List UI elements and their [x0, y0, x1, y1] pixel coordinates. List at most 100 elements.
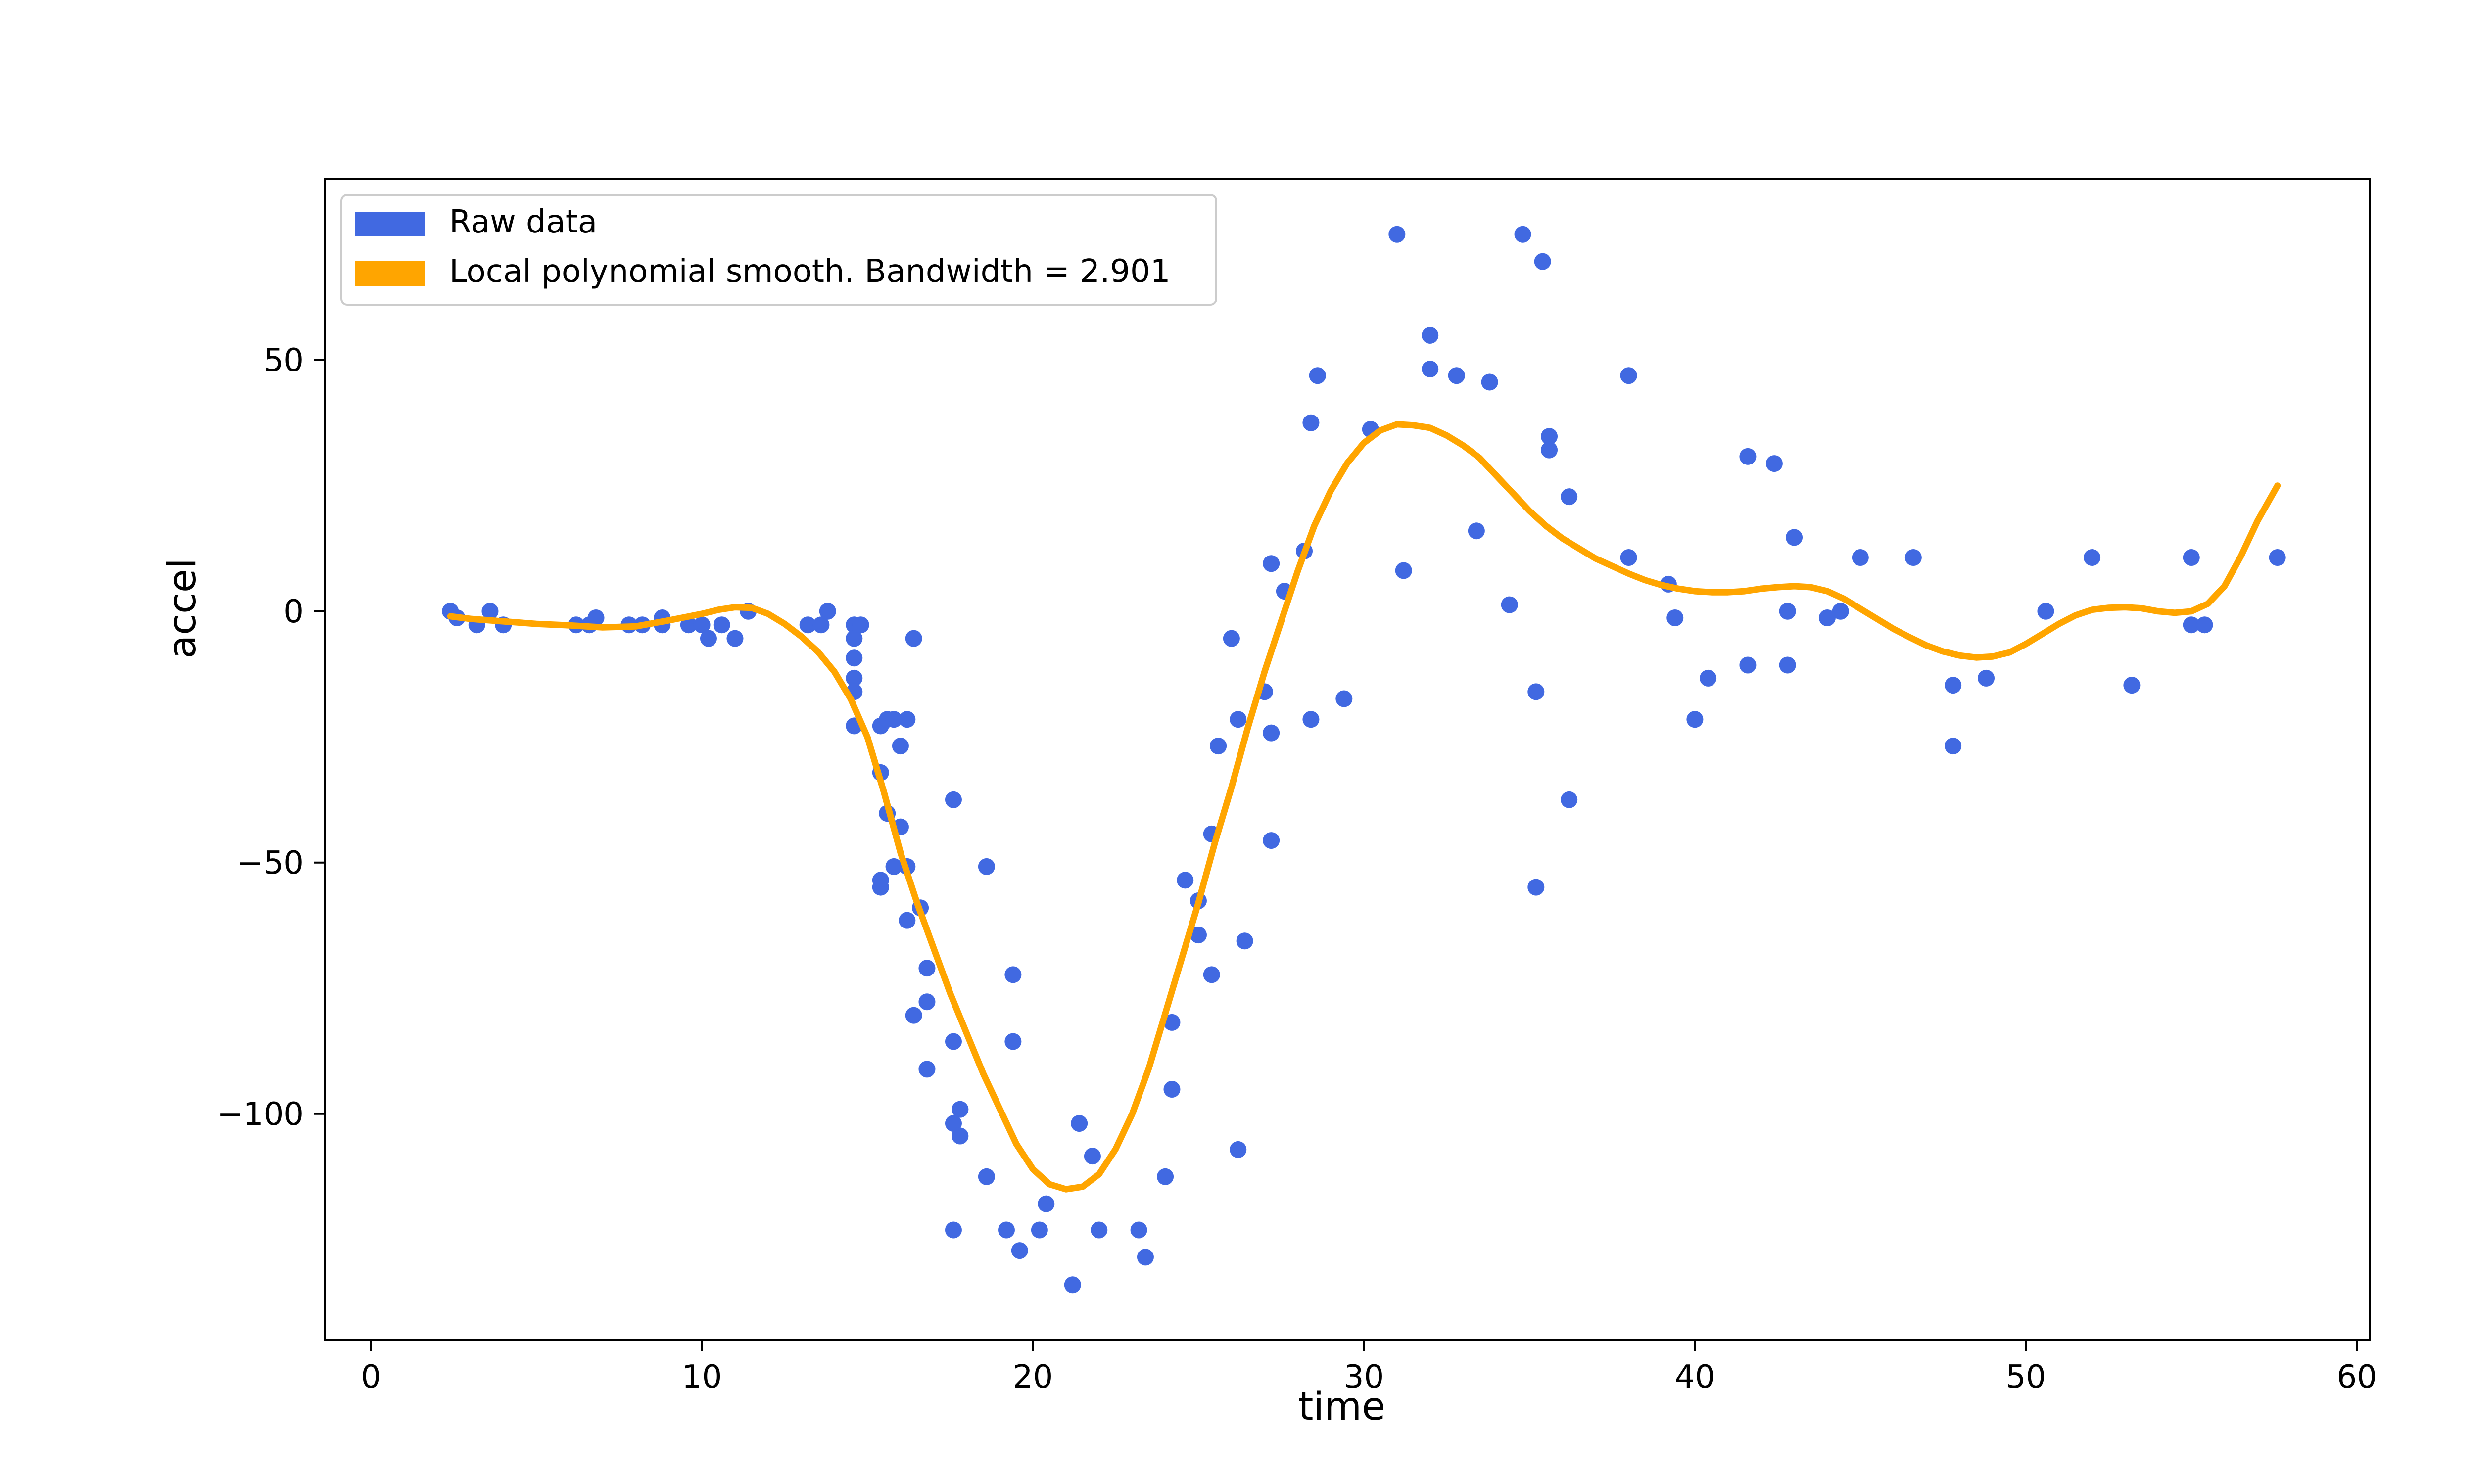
data-point — [945, 1221, 962, 1239]
data-point — [885, 711, 903, 728]
data-point — [1765, 455, 1783, 472]
plot-frame — [324, 178, 2371, 1341]
x-tick-label: 0 — [361, 1359, 381, 1395]
data-point — [819, 603, 836, 620]
data-point — [945, 1033, 962, 1050]
data-point — [713, 616, 730, 634]
y-tick-label: 50 — [264, 342, 304, 379]
data-point — [1541, 441, 1558, 459]
data-point — [1177, 872, 1194, 889]
data-point — [978, 1168, 995, 1185]
data-point — [1038, 1195, 1055, 1212]
data-point — [1832, 603, 1849, 620]
data-point — [1230, 1141, 1247, 1158]
data-point — [1388, 226, 1406, 243]
data-point — [1978, 669, 1995, 687]
data-point — [1779, 656, 1796, 674]
axes: 0 10 20 30 40 50 60 −100 −50 0 50 — [217, 178, 2377, 1395]
data-point — [1189, 927, 1207, 944]
data-point — [905, 1007, 922, 1024]
data-point — [945, 791, 962, 808]
data-point — [2269, 549, 2286, 566]
y-tick-label: −100 — [217, 1096, 304, 1133]
data-point — [1203, 966, 1220, 983]
data-point — [1004, 1033, 1022, 1050]
data-point — [726, 630, 744, 647]
data-point — [1534, 253, 1551, 270]
data-point — [905, 630, 922, 647]
data-point — [1779, 603, 1796, 620]
data-point — [1230, 711, 1247, 728]
data-point — [918, 960, 936, 977]
smooth-line — [447, 421, 2281, 1193]
data-point — [952, 1127, 969, 1145]
data-point — [1468, 522, 1485, 540]
data-point — [1514, 226, 1531, 243]
data-point — [1130, 1221, 1147, 1239]
y-tick-label: −50 — [237, 845, 304, 881]
data-point — [799, 616, 816, 634]
x-tick-label: 20 — [1013, 1359, 1053, 1395]
data-point — [680, 616, 697, 634]
data-point — [1481, 373, 1498, 391]
data-point — [1302, 711, 1320, 728]
data-point — [1448, 367, 1465, 384]
data-point — [1422, 326, 1439, 344]
data-point — [1263, 724, 1280, 742]
data-point — [1666, 609, 1684, 626]
x-tick-label: 30 — [1344, 1359, 1384, 1395]
data-point — [1137, 1249, 1154, 1266]
data-point — [1309, 367, 1326, 384]
y-axis-label: accel — [160, 558, 205, 658]
data-point — [1236, 932, 1253, 950]
data-point — [846, 630, 863, 647]
x-tick-label: 10 — [682, 1359, 722, 1395]
data-point — [812, 616, 830, 634]
data-point — [1852, 549, 1869, 566]
data-point — [1031, 1221, 1048, 1239]
data-point — [1263, 555, 1280, 572]
data-point — [2183, 616, 2200, 634]
data-point — [945, 1115, 962, 1132]
data-point — [2084, 549, 2101, 566]
legend: Raw data Local polynomial smooth. Bandwid… — [340, 194, 1217, 306]
data-point — [1945, 738, 1962, 755]
data-point — [1091, 1221, 1108, 1239]
data-point — [1157, 1168, 1174, 1185]
data-point — [978, 858, 995, 875]
data-point — [1163, 1081, 1181, 1098]
data-point — [1739, 448, 1757, 465]
legend-label: Local polynomial smooth. Bandwidth = 2.9… — [449, 253, 1170, 290]
legend-swatch — [355, 212, 425, 236]
data-point — [918, 1061, 936, 1078]
x-tick-label: 60 — [2337, 1359, 2377, 1395]
data-point — [1501, 596, 1518, 613]
data-point — [998, 1221, 1015, 1239]
data-point — [1163, 1014, 1181, 1031]
data-point — [1945, 677, 1962, 694]
data-point — [1011, 1242, 1028, 1259]
data-point — [1527, 879, 1545, 896]
data-point — [1084, 1148, 1101, 1165]
data-point — [1561, 791, 1578, 808]
data-point — [481, 603, 499, 620]
data-point — [952, 1101, 969, 1118]
data-point — [2037, 603, 2054, 620]
data-point — [918, 993, 936, 1011]
data-point — [852, 616, 869, 634]
data-point — [1064, 1276, 1081, 1294]
data-point — [1561, 488, 1578, 506]
data-point — [892, 738, 909, 755]
data-point — [2183, 549, 2200, 566]
y-tick-label: 0 — [284, 594, 304, 630]
data-point — [1686, 711, 1704, 728]
data-point — [2196, 616, 2213, 634]
data-point — [1786, 529, 1803, 546]
data-point — [1818, 609, 1836, 626]
data-point — [1395, 562, 1412, 579]
data-point — [1263, 832, 1280, 849]
data-point — [1223, 630, 1240, 647]
legend-box — [340, 194, 1217, 306]
data-point — [1620, 549, 1637, 566]
